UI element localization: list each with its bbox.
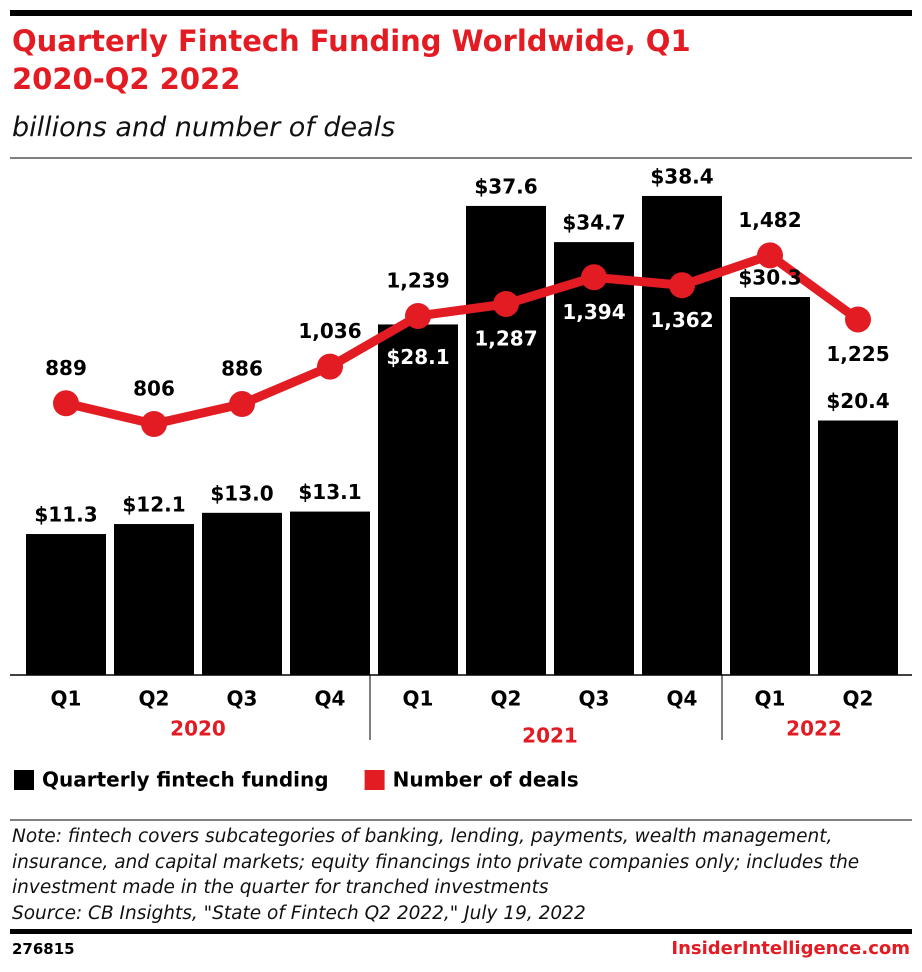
x-tick-label: Q4 [667,687,698,711]
chart-subtitle: billions and number of deals [12,112,396,143]
legend-swatch [14,770,34,790]
bar-value-label: $20.4 [826,389,889,413]
x-tick-label: Q2 [139,687,170,711]
x-tick-label: Q2 [491,687,522,711]
bar-value-label: $34.7 [562,211,625,235]
bar [202,512,282,675]
legend-swatch [364,770,385,790]
point [141,411,167,438]
x-tick-label: Q3 [227,687,258,711]
bar [818,420,898,675]
point [493,290,519,317]
point [757,242,783,269]
line-value-label: 1,362 [650,308,713,332]
point [845,306,871,333]
bar [378,324,458,675]
bar [554,242,634,675]
bar-value-label: $11.3 [34,503,97,527]
line-value-label: 1,036 [298,319,361,343]
bar [26,534,106,675]
bar-value-label: $13.0 [210,481,273,505]
line [64,250,861,429]
point [669,272,695,299]
line-value-label: 886 [221,357,263,381]
line-value-label: 1,287 [474,326,537,350]
group-label: 2021 [522,724,578,748]
bar-value-label: $12.1 [122,493,185,517]
bar-value-label: $30.3 [738,266,801,290]
group-label: 2022 [786,717,842,741]
bar-value-label: $28.1 [386,345,449,369]
point [317,353,343,380]
line-value-label: 1,394 [562,300,625,324]
x-tick-label: Q1 [755,687,786,711]
x-tick-label: Q1 [51,687,82,711]
brand: InsiderIntelligence.com [671,938,910,959]
group-label: 2020 [170,717,226,741]
source: Source: CB Insights, "State of Fintech Q… [12,902,586,924]
bar [642,195,722,675]
line-value-label: 1,482 [738,208,801,232]
bar-value-label: $38.4 [650,164,713,188]
bar-value-label: $37.6 [474,174,537,198]
top-rule [10,10,912,16]
bar [466,205,546,675]
x-tick-label: Q3 [579,687,610,711]
point [405,302,431,329]
bottom-rule [10,929,912,934]
point [581,264,607,291]
point [53,390,79,417]
notes: Note: fintech covers subcategories of ba… [12,824,902,926]
note: Note: fintech covers subcategories of ba… [12,826,860,898]
line-value-label: 806 [133,377,175,401]
x-tick-label: Q1 [403,687,434,711]
legend-label: Number of deals [393,768,579,792]
x-tick-label: Q4 [315,687,346,711]
bar [114,524,194,675]
bar [730,297,810,675]
chart-id: 276815 [12,940,75,958]
bar [290,511,370,675]
chart-title: Quarterly Fintech Funding Worldwide, Q1 … [12,24,691,96]
line-value-label: 1,239 [386,268,449,292]
x-tick-label: Q2 [843,687,874,711]
legend-label: Quarterly fintech funding [42,768,329,792]
line-value-label: 1,225 [826,342,889,366]
bar-value-label: $13.1 [298,480,361,504]
point [229,391,255,418]
line-value-label: 889 [45,356,87,380]
